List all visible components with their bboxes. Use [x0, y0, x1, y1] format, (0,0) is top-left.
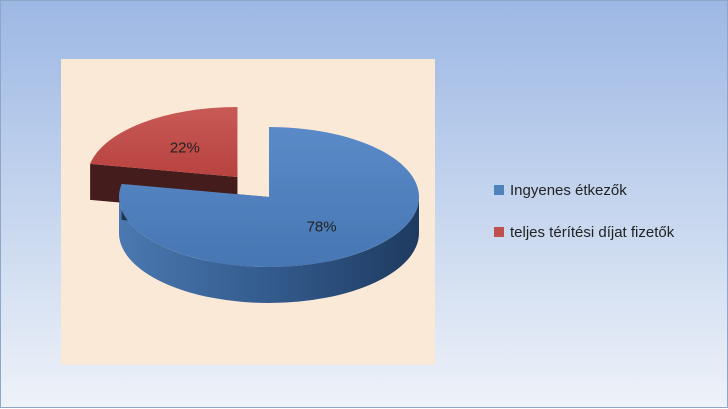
- slice-label-teljes: 22%: [170, 139, 200, 156]
- legend-label: teljes térítési díjat fizetők: [510, 223, 675, 241]
- legend-item: Ingyenes étkezők: [494, 179, 674, 201]
- legend-label: Ingyenes étkezők: [510, 181, 627, 199]
- legend: Ingyenes étkezők teljes térítési díjat f…: [494, 179, 674, 263]
- legend-item: teljes térítési díjat fizetők: [494, 221, 674, 243]
- legend-swatch-red: [494, 227, 504, 237]
- slice-ingyenes: [119, 127, 420, 267]
- slice-side-ingyenes: [119, 197, 419, 303]
- slice-teljes: [90, 106, 238, 177]
- slice-label-ingyenes: 78%: [307, 219, 337, 236]
- legend-swatch-blue: [494, 185, 504, 195]
